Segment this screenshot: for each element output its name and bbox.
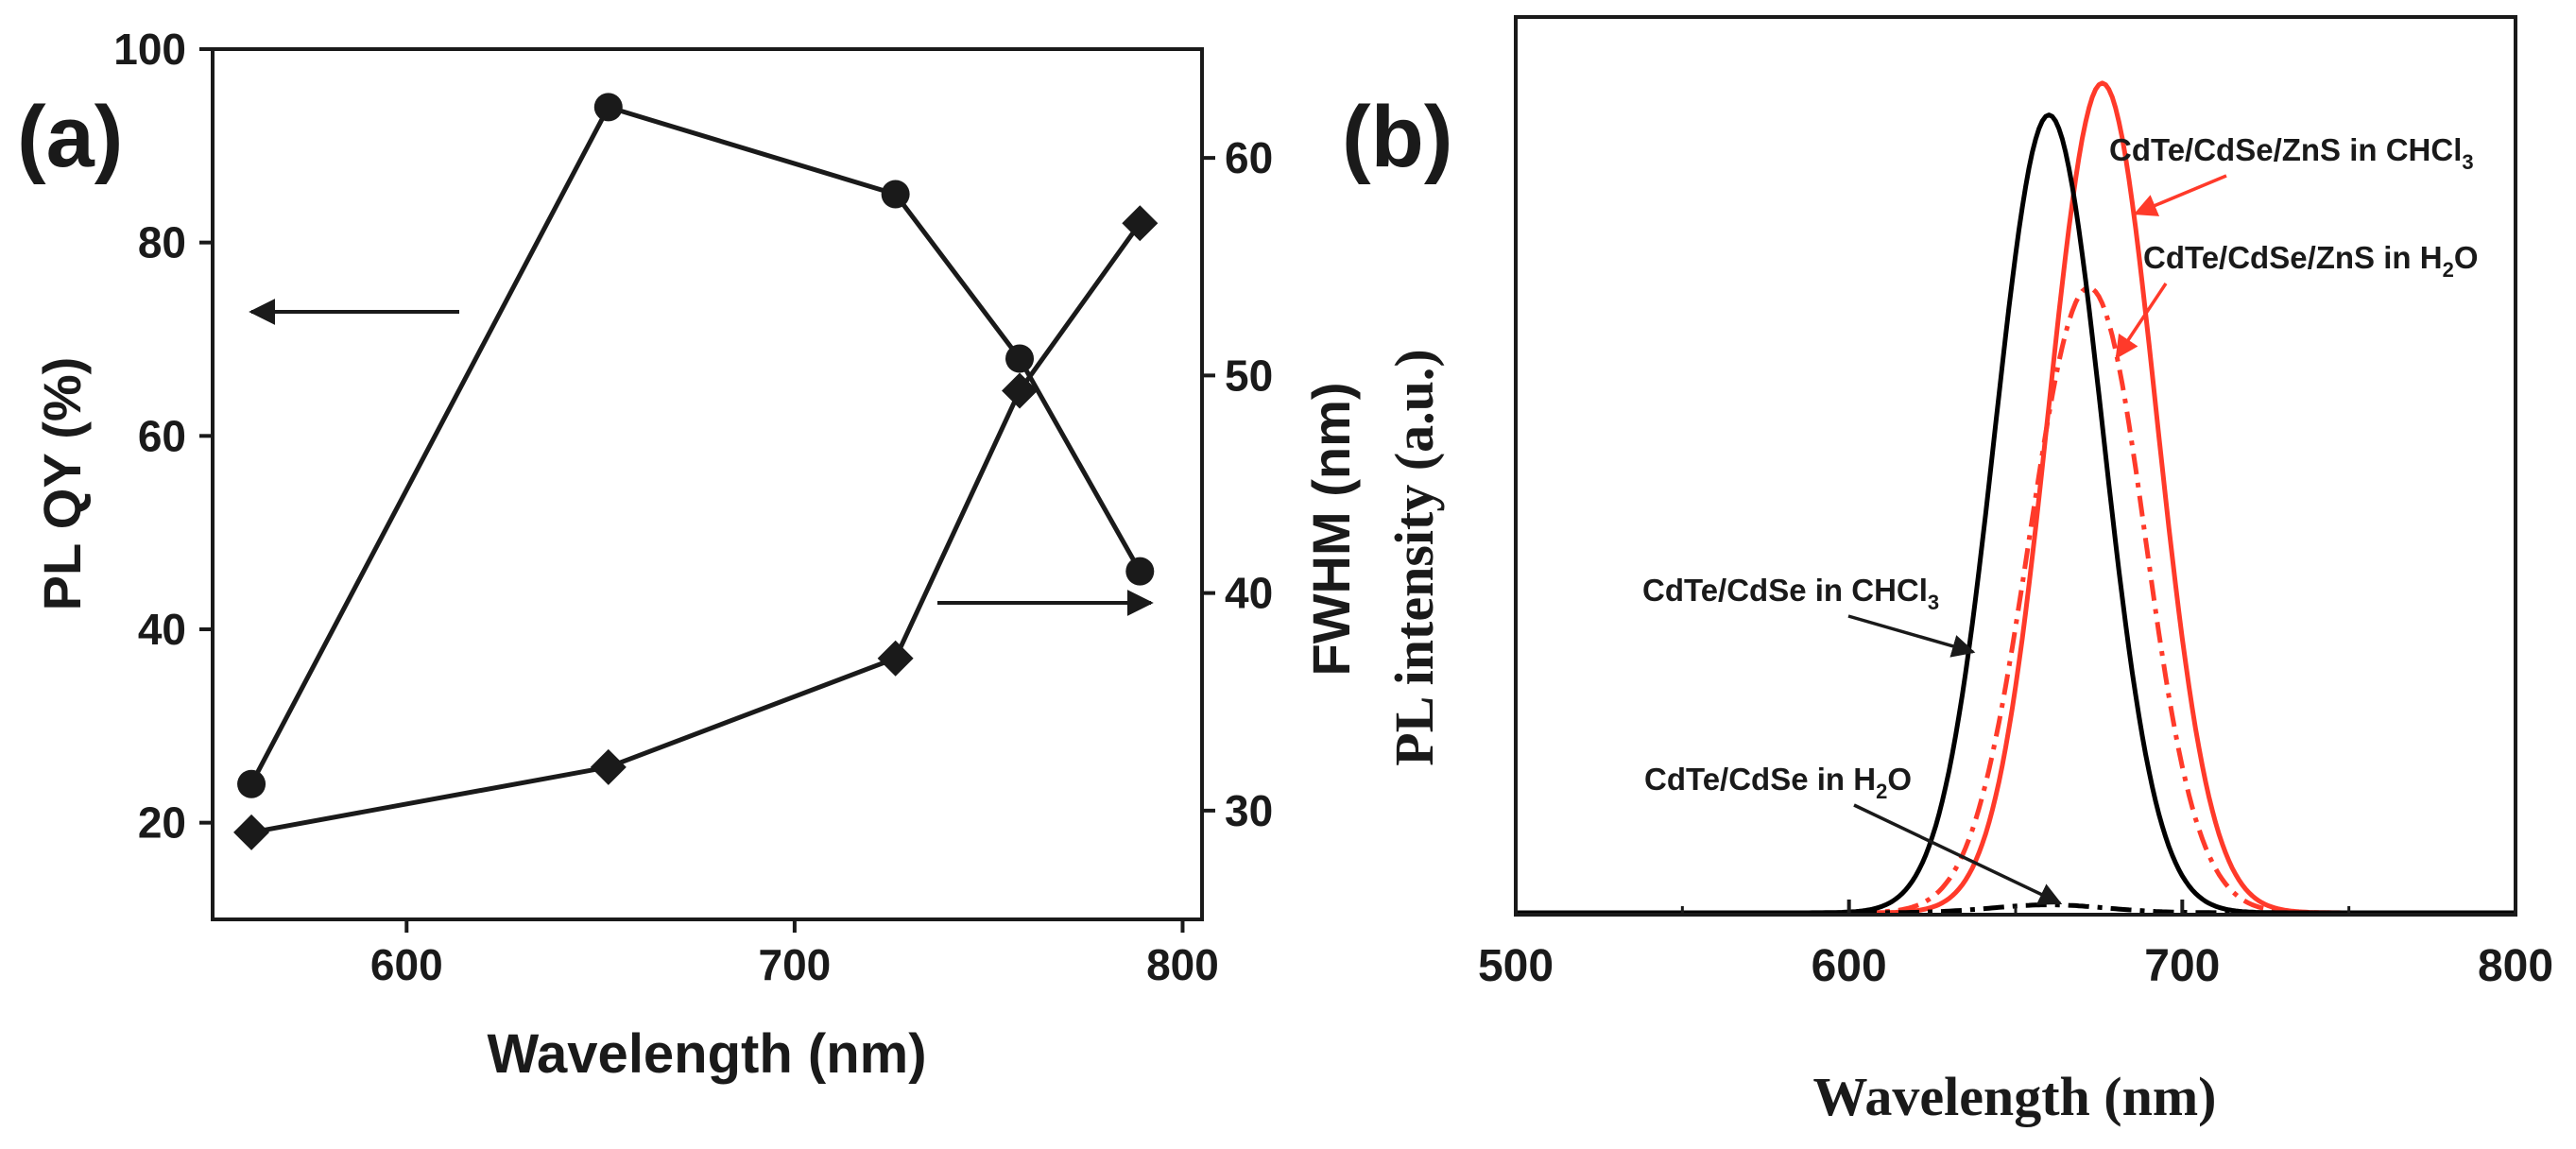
a-point-diamond <box>1122 205 1159 242</box>
panel-b-label: (b) <box>1342 89 1452 185</box>
a-point-circle <box>1125 557 1155 586</box>
panel-b-annotation-zns-h2o: CdTe/CdSe/ZnS in H2O <box>2143 240 2478 282</box>
panel-a-series <box>233 93 1159 850</box>
panel-b-annotation-cdse-h2o-arrow <box>1853 803 2063 905</box>
panel-a-ticks: 600 700 800 20 40 60 80 100 30 40 50 60 <box>113 25 1273 989</box>
panel-a-label: (a) <box>17 89 123 185</box>
a-series-line-pl-qy <box>249 104 1142 785</box>
panel-b-y-label: PL intensity (a.u.) <box>1383 349 1445 766</box>
a-point-diamond <box>877 640 914 677</box>
panel-b-annotation-cdse-chcl3: CdTe/CdSe in CHCl3 <box>1642 573 1939 614</box>
a-point-circle <box>593 93 623 122</box>
b-x-tick-label: 500 <box>1478 941 1554 991</box>
a-point-circle <box>1005 344 1035 373</box>
a-point-circle <box>237 769 266 798</box>
panel-a: (a) 600 700 800 20 40 60 80 100 30 40 50 60 PL QY (… <box>17 25 1361 1085</box>
a-x-tick-label: 600 <box>370 940 443 989</box>
a-y-left-tick-label: 20 <box>138 798 186 848</box>
b-curve-cdte-cdse-in-h2o <box>1516 902 2516 916</box>
a-y-left-tick-label: 100 <box>113 25 186 74</box>
b-x-tick-label: 600 <box>1812 941 1887 991</box>
panel-a-y-left-label: PL QY (%) <box>32 357 92 611</box>
panel-b-annotation-zns-h2o-arrow <box>2115 283 2168 360</box>
panel-b-annotation-zns-chcl3: CdTe/CdSe/ZnS in CHCl3 <box>2109 132 2474 174</box>
a-y-left-tick-label: 60 <box>138 411 186 460</box>
b-x-tick-label: 700 <box>2144 941 2220 991</box>
a-x-tick-label: 700 <box>759 940 832 989</box>
a-point-diamond <box>1002 372 1039 409</box>
a-y-left-tick-label: 40 <box>138 605 186 654</box>
panel-b-annotation-cdse-h2o: CdTe/CdSe in H2O <box>1644 762 1912 803</box>
a-y-right-tick-label: 30 <box>1225 786 1273 835</box>
a-x-tick-label: 800 <box>1146 940 1219 989</box>
a-point-circle <box>881 180 910 209</box>
panel-a-y-right-label: FWHM (nm) <box>1301 382 1361 676</box>
a-point-diamond <box>233 814 270 850</box>
panel-a-plot-frame <box>211 47 1204 921</box>
panel-a-x-label: Wavelength (nm) <box>487 1023 926 1085</box>
a-y-left-tick-label: 80 <box>138 218 186 267</box>
a-y-right-tick-label: 40 <box>1225 569 1273 618</box>
a-y-right-tick-label: 50 <box>1225 351 1273 400</box>
panel-b-annotation-zns-chcl3-arrow <box>2133 174 2227 216</box>
a-point-diamond <box>590 748 627 785</box>
b-x-tick-label: 800 <box>2478 941 2553 991</box>
panel-b: (b) 500 600 700 800 PL intensity (a.u.) Wav… <box>1342 15 2553 1127</box>
panel-b-x-label: Wavelength (nm) <box>1813 1066 2217 1127</box>
a-y-right-tick-label: 60 <box>1225 133 1273 182</box>
panel-b-annotation-cdse-chcl3-arrow <box>1847 614 1976 658</box>
panel-b-ticks: 500 600 700 800 <box>1478 900 2553 991</box>
